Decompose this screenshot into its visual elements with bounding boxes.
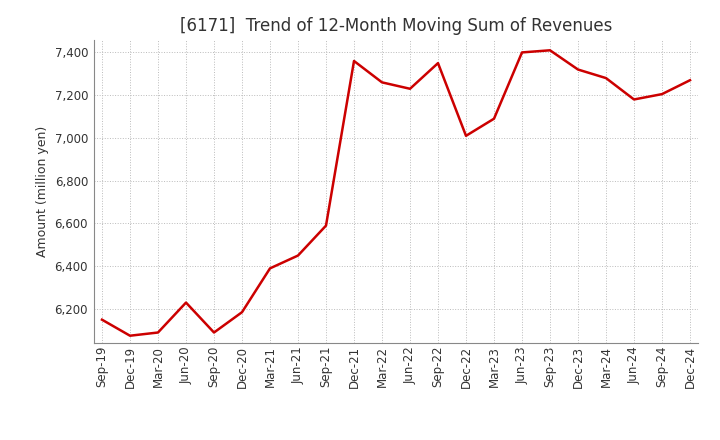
Title: [6171]  Trend of 12-Month Moving Sum of Revenues: [6171] Trend of 12-Month Moving Sum of R… bbox=[180, 17, 612, 35]
Y-axis label: Amount (million yen): Amount (million yen) bbox=[36, 126, 49, 257]
